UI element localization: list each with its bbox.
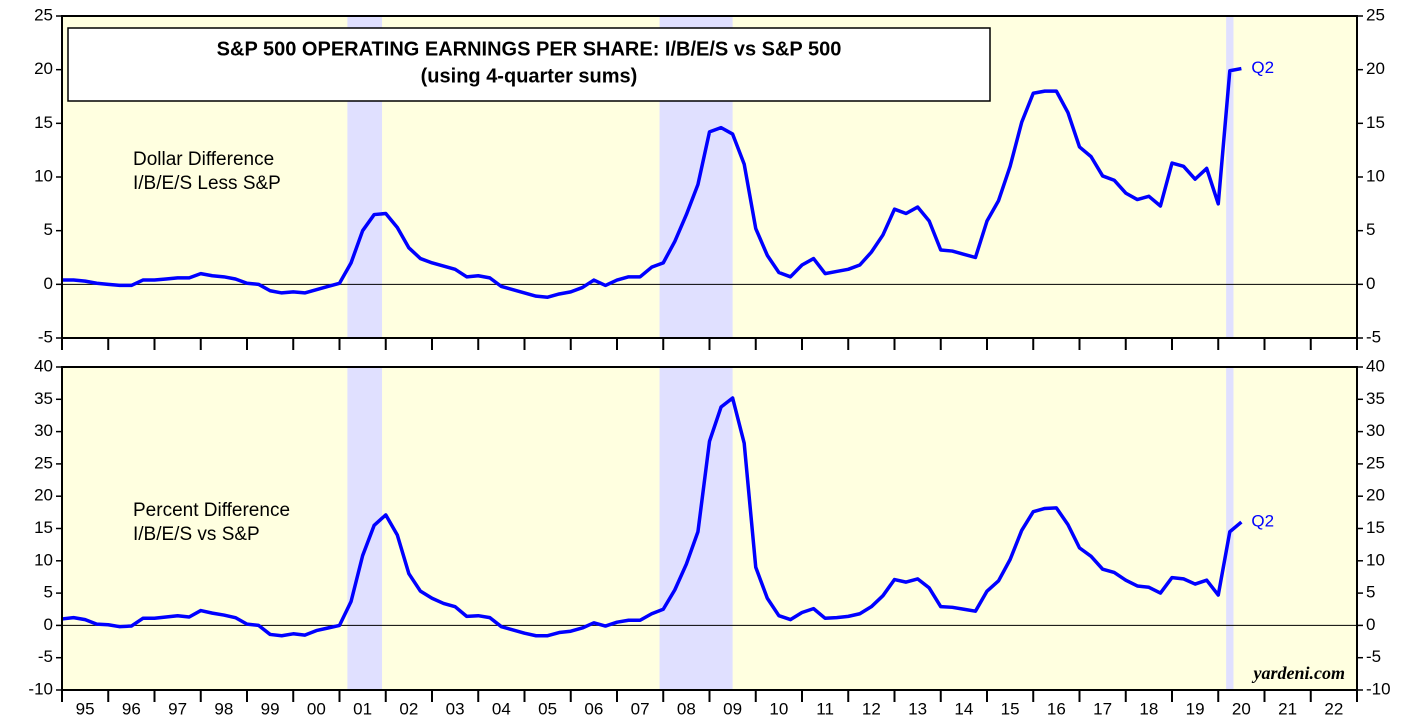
recession-band [347,367,383,690]
y-tick-label: 20 [34,59,53,78]
y-tick-label: 20 [34,486,53,505]
y2-tick-label: 5 [1366,583,1375,602]
y2-tick-label: 0 [1366,615,1375,634]
source: yardeni.com [1252,663,1346,683]
x-tick-label: 97 [168,699,187,717]
y-tick-label: 25 [34,5,53,24]
panel-label: I/B/E/S vs S&P [133,524,260,545]
x-tick-label: 06 [584,699,603,717]
recession-band [1226,16,1234,338]
x-tick-label: 99 [261,699,280,717]
recession-band [1226,367,1234,690]
y2-tick-label: 25 [1366,5,1385,24]
x-tick-label: 96 [122,699,141,717]
x-tick-label: 04 [492,699,511,717]
chart-title: S&P 500 OPERATING EARNINGS PER SHARE: I/… [217,38,842,60]
title-box [67,27,991,102]
y-tick-label: 5 [44,583,53,602]
y2-tick-label: 30 [1366,421,1385,440]
data-line [61,396,1243,638]
x-tick-label: 00 [307,699,326,717]
x-tick-label: 18 [1139,699,1158,717]
y-tick-label: -5 [38,327,53,346]
y2-tick-label: -5 [1366,647,1381,666]
panel-label: Percent Difference [133,500,290,521]
y-tick-label: -10 [28,679,53,698]
panel-label: Dollar Difference [133,149,274,170]
y2-tick-label: -5 [1366,327,1381,346]
y2-tick-label: 25 [1366,453,1385,472]
x-tick-label: 12 [862,699,881,717]
y-tick-label: 35 [34,389,53,408]
x-tick-label: 03 [446,699,465,717]
y2-tick-label: 0 [1366,274,1375,293]
y2-tick-label: 10 [1366,550,1385,569]
panel-label: I/B/E/S Less S&P [133,173,281,194]
x-tick-label: 17 [1093,699,1112,717]
chart-subtitle: (using 4-quarter sums) [421,65,638,87]
annotation: Q2 [1251,512,1274,531]
x-tick-label: 21 [1278,699,1297,717]
y-tick-label: 10 [34,166,53,185]
y2-tick-label: 40 [1366,356,1385,375]
x-tick-label: 11 [816,699,834,717]
x-tick-label: 08 [677,699,696,717]
x-tick-label: 22 [1324,699,1343,717]
y-tick-label: 40 [34,356,53,375]
y-tick-label: 15 [34,113,53,132]
y-tick-label: 30 [34,421,53,440]
y-tick-label: 10 [34,550,53,569]
x-tick-label: 15 [1001,699,1020,717]
x-tick-label: 98 [214,699,233,717]
y2-tick-label: 15 [1366,518,1385,537]
plot-frame [61,366,1358,691]
x-tick-label: 07 [631,699,650,717]
x-tick-label: 95 [76,699,95,717]
y-tick-label: 25 [34,453,53,472]
x-tick-label: 02 [399,699,418,717]
x-tick-label: 10 [769,699,788,717]
y2-tick-label: 20 [1366,486,1385,505]
y-tick-label: 15 [34,518,53,537]
data-line [62,66,1242,299]
x-tick-label: 14 [954,699,973,717]
y2-tick-label: 15 [1366,113,1385,132]
annotation: Q2 [1251,58,1274,77]
y-tick-label: -5 [38,647,53,666]
y2-tick-label: 5 [1366,220,1375,239]
y2-tick-label: 35 [1366,389,1385,408]
y-tick-label: 5 [44,220,53,239]
y2-tick-label: 10 [1366,166,1385,185]
y2-tick-label: 20 [1366,59,1385,78]
x-tick-label: 01 [353,699,372,717]
recession-band [659,367,733,690]
x-tick-label: 09 [723,699,742,717]
x-tick-label: 20 [1232,699,1251,717]
y2-tick-label: -10 [1366,679,1391,698]
y-tick-label: 0 [44,274,53,293]
x-tick-label: 16 [1047,699,1066,717]
x-tick-label: 13 [908,699,927,717]
x-tick-label: 19 [1186,699,1205,717]
y-tick-label: 0 [44,615,53,634]
x-tick-label: 05 [538,699,557,717]
plot-frame [61,15,1358,339]
